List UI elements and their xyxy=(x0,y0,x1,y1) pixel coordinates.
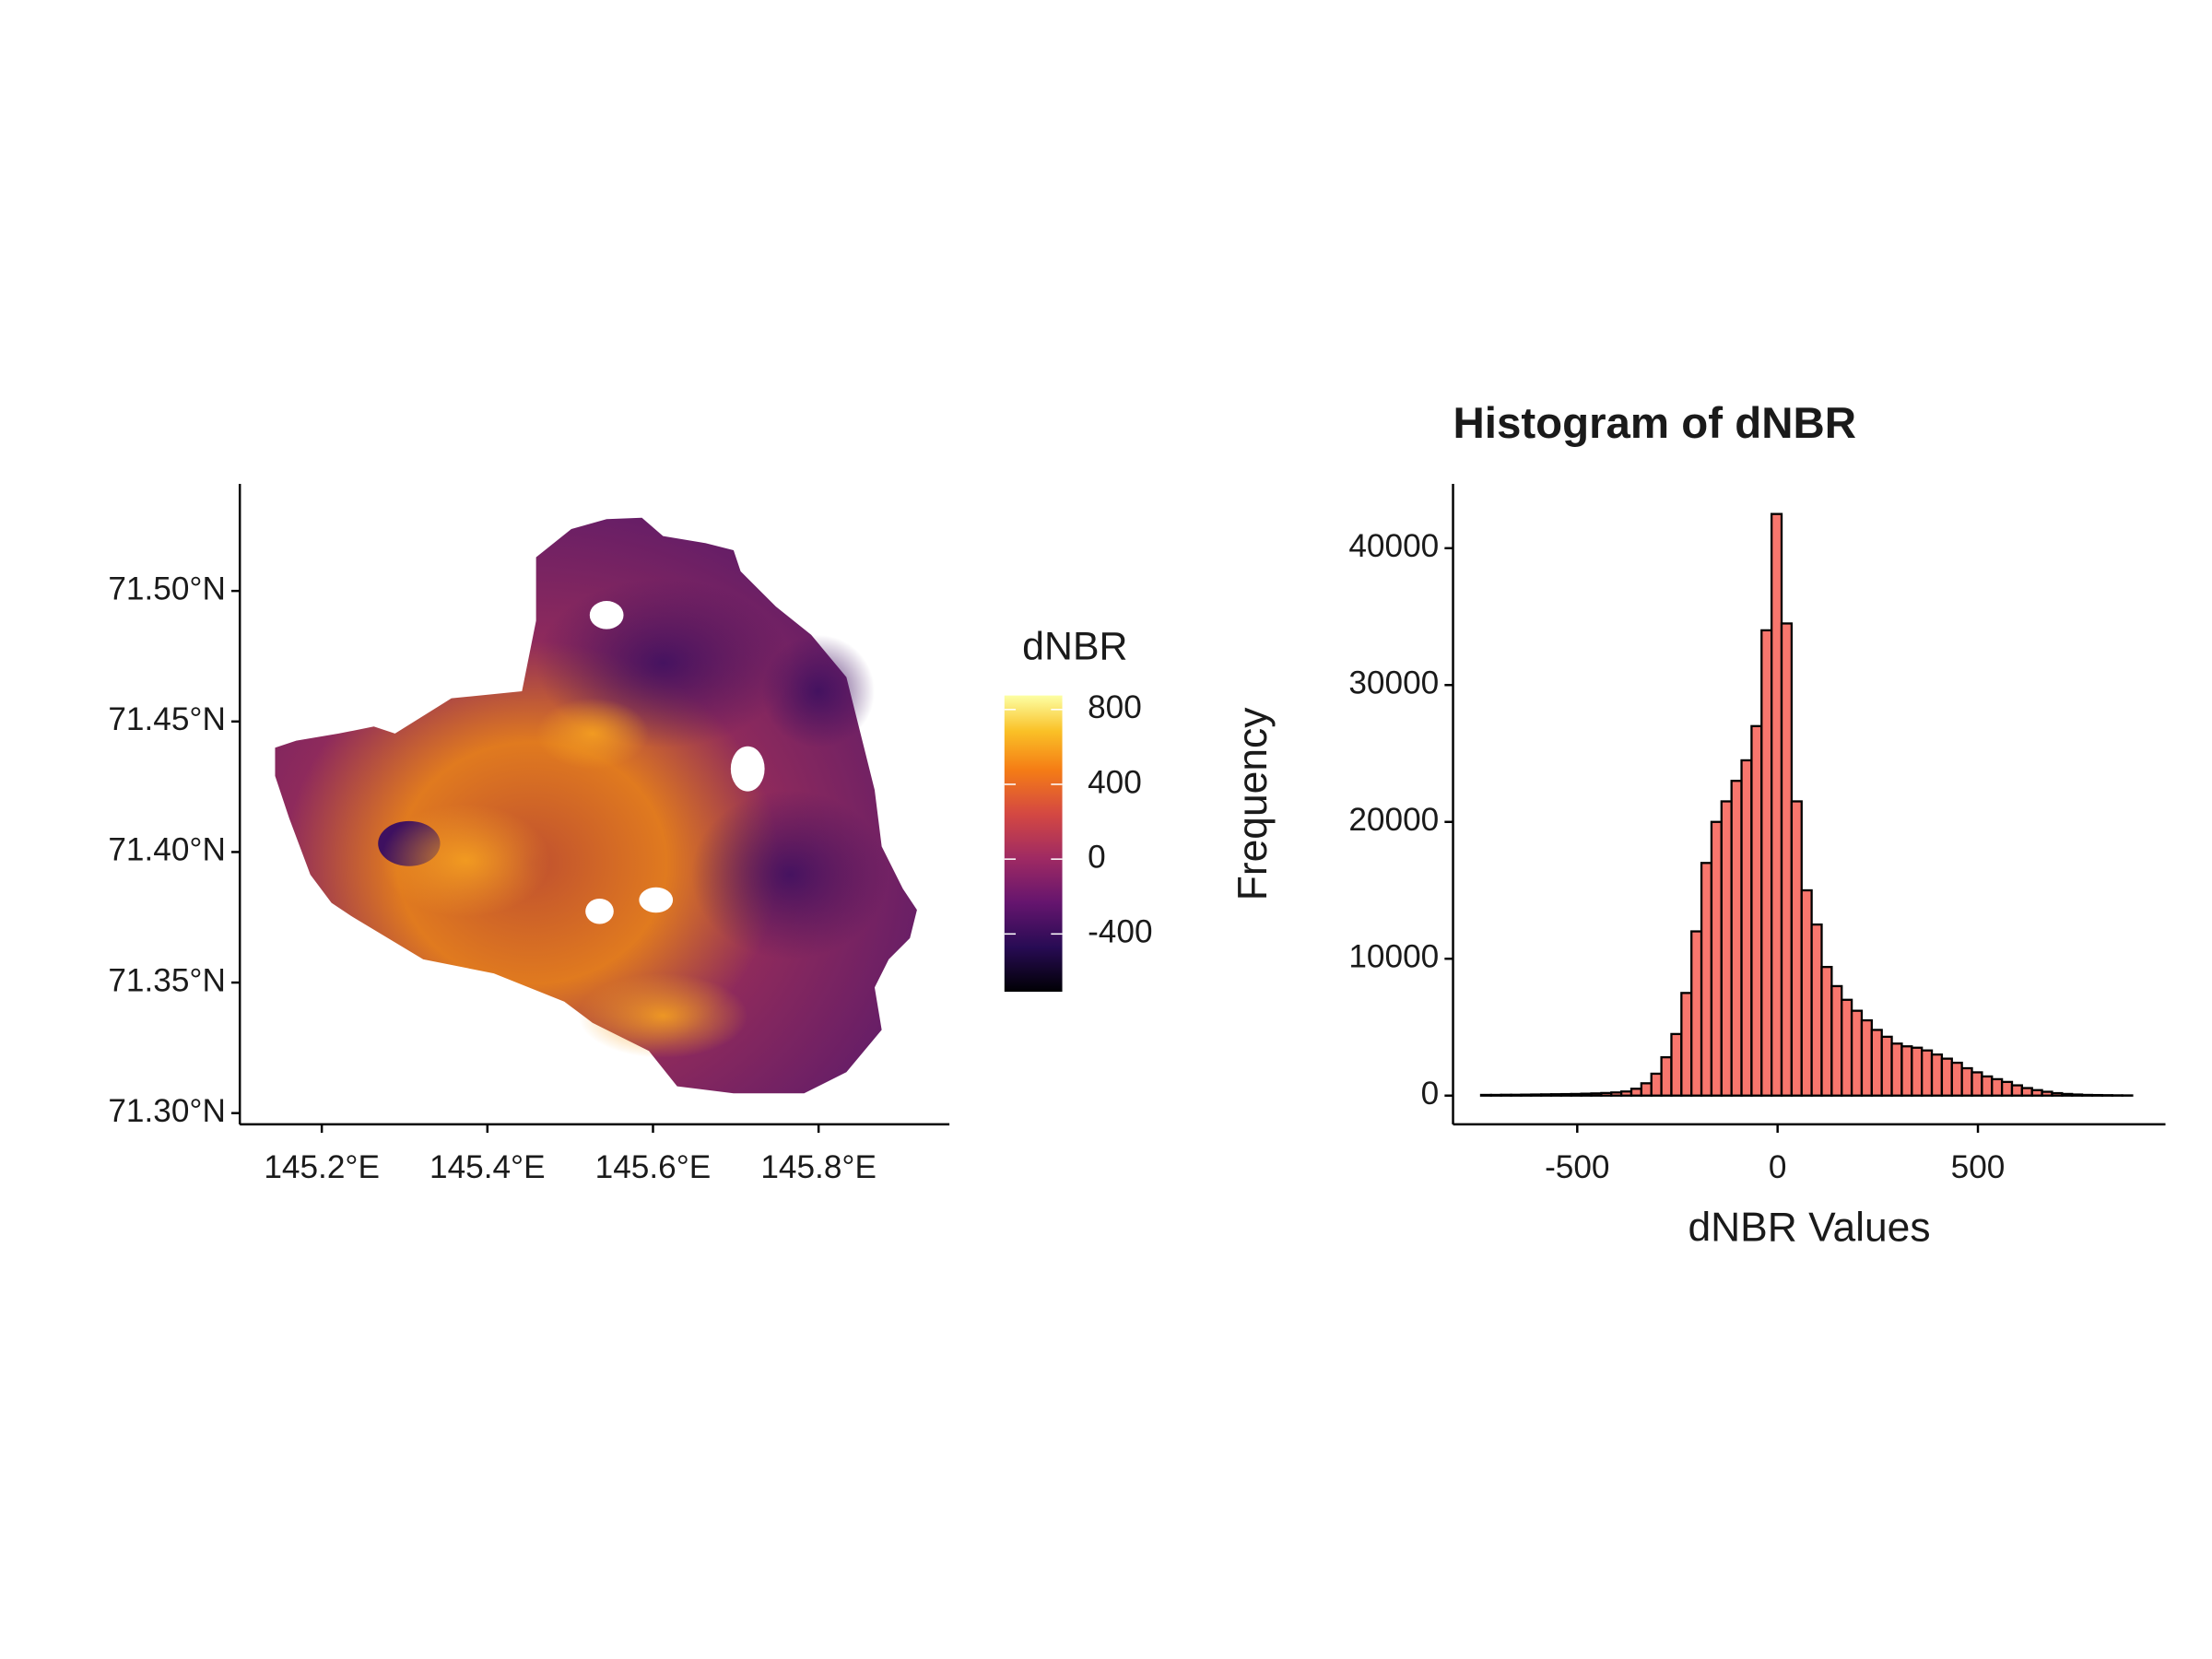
bar xyxy=(1900,1045,1913,1097)
x-axis-title: dNBR Values xyxy=(1688,1205,1930,1250)
bar xyxy=(1860,1018,1873,1097)
bar xyxy=(1710,820,1723,1097)
bar xyxy=(1510,1093,1523,1097)
bar xyxy=(1780,622,1794,1097)
bar xyxy=(1520,1093,1533,1097)
bar xyxy=(1800,888,1813,1097)
y-tick-label: 10000 xyxy=(1348,939,1439,975)
bar xyxy=(1650,1072,1663,1097)
bar xyxy=(1960,1066,1973,1097)
bar xyxy=(1570,1092,1583,1097)
bar xyxy=(1690,930,1703,1097)
bar xyxy=(1810,923,1823,1097)
y-axis-title: Frequency xyxy=(1230,707,1276,900)
y-tick-label: 71.35°N xyxy=(108,962,226,998)
bar xyxy=(1820,965,1833,1097)
bar xyxy=(1540,1093,1553,1097)
bar xyxy=(1760,629,1773,1097)
bar xyxy=(1770,512,1783,1097)
x-tick-label: 500 xyxy=(1951,1149,2006,1185)
bar xyxy=(1890,1042,1903,1097)
bar xyxy=(1630,1088,1643,1097)
bar xyxy=(1950,1061,1963,1097)
bar xyxy=(1991,1077,2004,1097)
bar xyxy=(1489,1093,1502,1097)
bar xyxy=(1880,1035,1893,1097)
y-tick-label: 40000 xyxy=(1348,528,1439,564)
bar xyxy=(1640,1082,1653,1097)
x-tick-label: 145.6°E xyxy=(595,1149,712,1185)
bar xyxy=(1850,1009,1864,1097)
bar xyxy=(1549,1093,1563,1097)
chart-title: Histogram of dNBR xyxy=(1453,399,1856,448)
colorbar xyxy=(1004,695,1063,993)
x-tick-label: 145.4°E xyxy=(429,1149,546,1185)
bar xyxy=(1530,1093,1543,1097)
bar xyxy=(1940,1057,1953,1097)
y-tick-label: 30000 xyxy=(1348,665,1439,701)
colorbar-label: 0 xyxy=(1088,839,1106,875)
bar xyxy=(1911,1046,1924,1097)
bar xyxy=(1680,992,1693,1097)
bar xyxy=(2051,1091,2064,1097)
bar xyxy=(2071,1093,2084,1097)
bar xyxy=(2030,1088,2043,1097)
bar xyxy=(1981,1075,1994,1097)
bar xyxy=(1971,1071,1983,1097)
y-tick-label: 71.40°N xyxy=(108,832,226,868)
y-tick-label: 71.45°N xyxy=(108,701,226,737)
bar xyxy=(1590,1092,1603,1097)
bar xyxy=(2090,1093,2103,1097)
bar xyxy=(1610,1091,1623,1097)
legend-title: dNBR xyxy=(1022,624,1127,668)
colorbar-label: 800 xyxy=(1088,689,1142,725)
bar xyxy=(1720,800,1733,1097)
bar xyxy=(1600,1091,1613,1097)
bar xyxy=(2020,1087,2033,1097)
bar xyxy=(1750,724,1763,1097)
x-tick-label: 0 xyxy=(1769,1149,1787,1185)
bar xyxy=(2000,1080,2014,1097)
bar xyxy=(1619,1090,1633,1097)
bar xyxy=(1790,800,1803,1097)
x-tick-label: -500 xyxy=(1545,1149,1609,1185)
y-tick-label: 71.30°N xyxy=(108,1093,226,1129)
bar xyxy=(1580,1092,1593,1097)
bar xyxy=(2080,1093,2094,1097)
x-tick-label: 145.8°E xyxy=(760,1149,877,1185)
bar xyxy=(1660,1055,1673,1097)
bar xyxy=(2041,1090,2053,1097)
bar xyxy=(2010,1084,2024,1097)
colorbar-label: -400 xyxy=(1088,914,1152,950)
bar xyxy=(1870,1029,1883,1097)
bar xyxy=(1670,1032,1683,1097)
bar xyxy=(1500,1093,1512,1097)
bar xyxy=(1921,1049,1934,1097)
bar xyxy=(1830,984,1843,1097)
y-tick-label: 71.50°N xyxy=(108,571,226,606)
bar xyxy=(1740,759,1753,1097)
bar xyxy=(1930,1053,1944,1097)
bar xyxy=(1841,998,1853,1097)
y-tick-label: 0 xyxy=(1421,1076,1440,1112)
bar xyxy=(1700,862,1713,1097)
x-tick-label: 145.2°E xyxy=(264,1149,380,1185)
bar xyxy=(1559,1092,1572,1097)
y-tick-label: 20000 xyxy=(1348,802,1439,838)
raster xyxy=(275,517,917,1094)
bar xyxy=(2061,1092,2074,1097)
colorbar-label: 400 xyxy=(1088,764,1142,800)
bar xyxy=(1479,1093,1492,1097)
bar xyxy=(1730,780,1743,1097)
